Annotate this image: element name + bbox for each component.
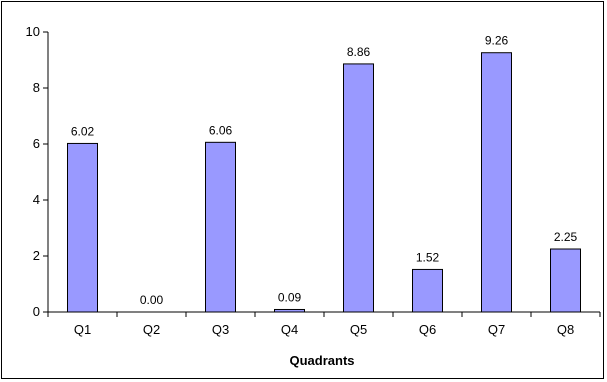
data-label-q5: 8.86 [347, 45, 371, 59]
data-labels: 6.02 0.00 6.06 0.09 8.86 1.52 9.26 2.25 [71, 34, 578, 307]
data-label-q6: 1.52 [416, 250, 440, 264]
y-tick-label: 4 [33, 192, 40, 207]
x-tick-label-q5: Q5 [350, 322, 367, 337]
x-axis: Q1 Q2 Q3 Q4 Q5 Q6 Q7 Q8 [47, 311, 601, 337]
x-tick-label-q6: Q6 [419, 322, 436, 337]
y-tick-label: 8 [33, 80, 40, 95]
data-label-q7: 9.26 [485, 34, 509, 48]
data-label-q8: 2.25 [554, 230, 578, 244]
data-label-q1: 6.02 [71, 124, 95, 138]
x-axis-title: Quadrants [289, 353, 354, 368]
bar-q8 [550, 248, 581, 313]
y-tick-label: 2 [33, 248, 40, 263]
y-axis: 0 2 4 6 8 10 [26, 24, 49, 319]
data-label-q2: 0.00 [140, 293, 164, 307]
x-tick-label-q8: Q8 [557, 322, 574, 337]
x-tick-label-q2: Q2 [143, 322, 160, 337]
bar-q6 [412, 268, 443, 313]
y-tick-label: 6 [33, 136, 40, 151]
x-tick-label-q1: Q1 [74, 322, 91, 337]
data-label-q4: 0.09 [278, 290, 302, 304]
y-tick-label: 10 [26, 24, 40, 39]
bars [67, 52, 581, 313]
data-label-q3: 6.06 [209, 123, 233, 137]
y-tick-label: 0 [33, 304, 40, 319]
bar-q5 [343, 63, 374, 313]
bar-q4 [274, 308, 305, 313]
x-tick-label-q3: Q3 [212, 322, 229, 337]
x-tick-label-q4: Q4 [281, 322, 298, 337]
bar-q7 [481, 52, 512, 313]
bar-q1 [67, 142, 98, 313]
x-tick-label-q7: Q7 [488, 322, 505, 337]
bar-q3 [205, 141, 236, 313]
